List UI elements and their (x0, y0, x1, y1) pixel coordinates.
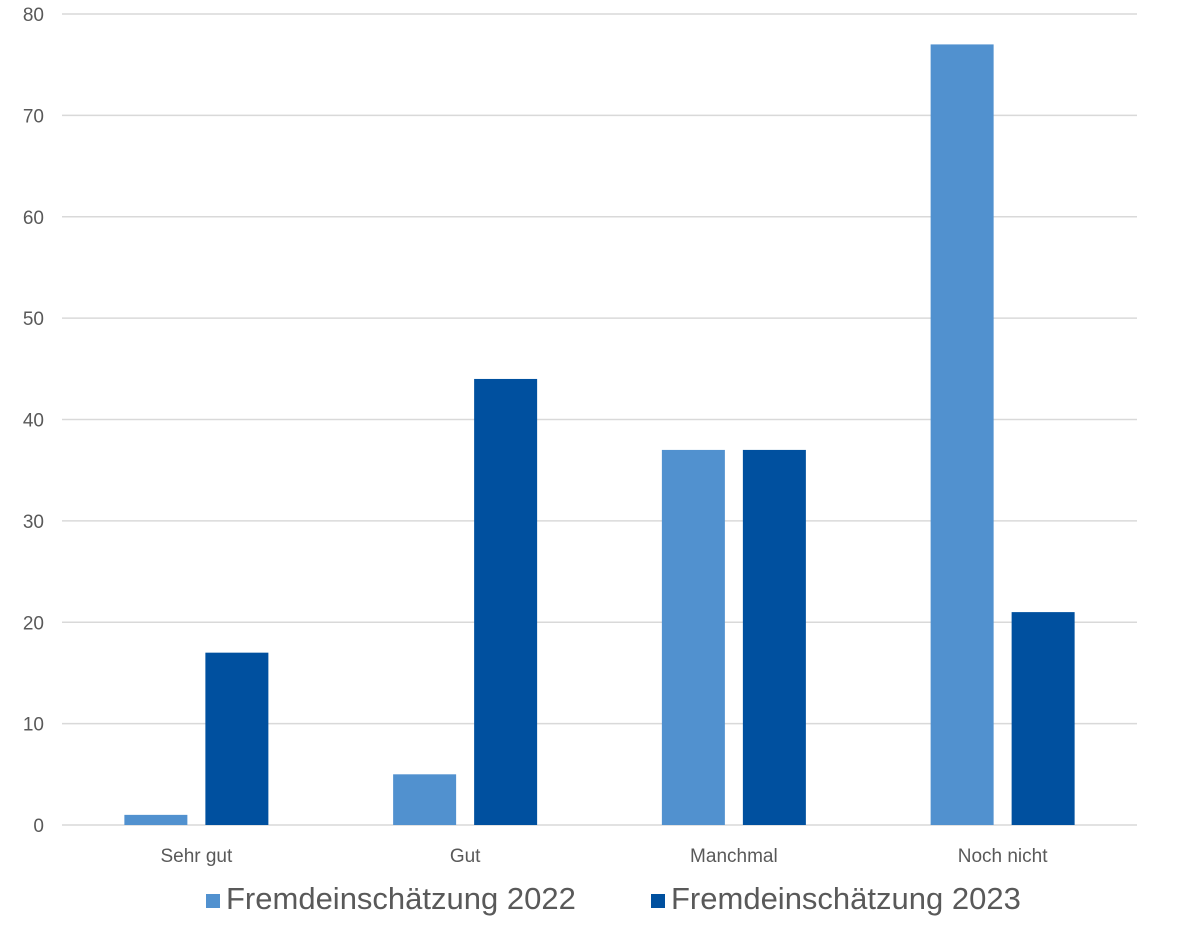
bar-2022-2 (661, 449, 725, 825)
legend-swatch (206, 894, 220, 908)
x-axis-categories: Sehr gut Gut Manchmal Noch nicht (160, 846, 1048, 867)
y-tick-label: 30 (23, 512, 44, 533)
y-axis-ticks: 0 10 20 30 40 50 60 70 80 (23, 5, 44, 837)
y-tick-label: 80 (23, 5, 44, 26)
legend-label: Fremdeinschätzung 2022 (226, 881, 576, 916)
y-tick-label: 60 (23, 208, 44, 229)
bar-2023-3 (1011, 612, 1075, 825)
x-category-label: Sehr gut (160, 846, 233, 867)
bar-2022-1 (393, 774, 457, 825)
y-tick-label: 40 (23, 411, 44, 432)
bar-2023-0 (205, 652, 269, 825)
bar-2023-1 (474, 378, 538, 825)
y-tick-label: 20 (23, 613, 44, 634)
y-tick-label: 0 (33, 816, 44, 837)
x-category-label: Noch nicht (958, 846, 1048, 867)
bar-2022-0 (124, 814, 188, 825)
bar-2023-2 (742, 449, 806, 825)
y-tick-label: 10 (23, 715, 44, 736)
x-category-label: Manchmal (690, 846, 778, 867)
y-tick-label: 70 (23, 106, 44, 127)
bar-2022-3 (930, 44, 994, 826)
x-category-label: Gut (450, 846, 481, 867)
legend-label: Fremdeinschätzung 2023 (671, 881, 1021, 916)
y-tick-label: 50 (23, 309, 44, 330)
legend-swatch (651, 894, 665, 908)
bars (124, 44, 1075, 826)
legend: Fremdeinschätzung 2022 Fremdeinschätzung … (206, 881, 1021, 916)
